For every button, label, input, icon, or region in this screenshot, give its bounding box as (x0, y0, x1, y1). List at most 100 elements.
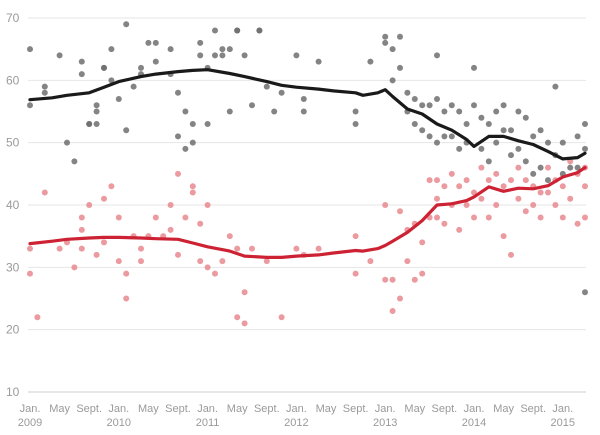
x-tick-label: Sept. (254, 403, 280, 415)
scatter-point (434, 177, 440, 184)
scatter-point (123, 295, 130, 302)
scatter-point (545, 189, 551, 196)
scatter-point (101, 64, 107, 71)
scatter-point (175, 251, 181, 258)
scatter-point (189, 189, 196, 196)
scatter-point (197, 39, 204, 46)
scatter-point (278, 314, 285, 321)
scatter-point (456, 108, 463, 115)
scatter-point (78, 214, 85, 221)
scatter-point (411, 120, 418, 127)
scatter-point (389, 276, 396, 283)
scatter-point (389, 46, 396, 53)
scatter-point (471, 214, 477, 221)
scatter-point (485, 177, 492, 184)
scatter-point (212, 52, 218, 59)
scatter-point (382, 276, 389, 283)
scatter-point (537, 127, 544, 134)
scatter-point (212, 27, 218, 34)
y-axis-ticks: 10 20 30 40 50 60 70 (6, 11, 20, 399)
scatter-point (448, 102, 455, 109)
x-tick-label: May (404, 403, 425, 415)
x-tick-year: 2009 (18, 417, 42, 429)
scatter-point (130, 83, 137, 90)
scatter-point (93, 108, 100, 115)
scatter-point (545, 139, 551, 146)
y-tick-label: 30 (6, 260, 20, 274)
scatter-point (567, 195, 574, 202)
scatter-point (582, 145, 588, 152)
scatter-point (448, 170, 455, 177)
scatter-point (300, 108, 307, 115)
scatter-point (241, 289, 248, 296)
scatter-point (478, 195, 485, 202)
scatter-point (463, 177, 470, 184)
grid-lines (28, 17, 586, 331)
scatter-point (508, 251, 514, 258)
scatter-point (71, 264, 78, 271)
scatter-point (234, 27, 241, 34)
scatter-point (485, 120, 492, 127)
scatter-point (582, 289, 588, 296)
scatter-point (434, 214, 440, 221)
scatter-point (56, 245, 63, 252)
scatter-point (367, 58, 374, 65)
scatter-point (582, 120, 588, 127)
x-tick-year: 2012 (284, 417, 308, 429)
scatter-point (352, 233, 359, 240)
scatter-point (582, 183, 588, 190)
scatter-point (123, 21, 130, 28)
x-tick-label: May (493, 403, 514, 415)
scatter-point (115, 214, 122, 221)
scatter-point (582, 214, 588, 221)
scatter-point (545, 164, 551, 171)
scatter-point (226, 46, 233, 53)
scatter-point (515, 164, 522, 171)
scatter-point (352, 270, 359, 277)
scatter-point (419, 239, 426, 246)
scatter-point (204, 264, 211, 271)
trend-line (28, 166, 587, 259)
scatter-point (500, 102, 507, 109)
scatter-point (226, 108, 233, 115)
scatter-point (397, 208, 403, 215)
scatter-point (382, 202, 389, 208)
x-tick-label: May (49, 403, 70, 415)
scatter-point (300, 96, 307, 103)
scatter-point (41, 83, 48, 90)
scatter-point (226, 233, 233, 240)
scatter-point (293, 52, 300, 59)
scatter-point (249, 102, 255, 109)
scatter-point (138, 245, 144, 252)
scatter-point (397, 295, 403, 302)
scatter-point (478, 114, 485, 121)
scatter-point (78, 226, 85, 233)
x-tick-label: May (227, 403, 248, 415)
scatter-point (241, 52, 248, 59)
scatter-point (71, 158, 78, 165)
scatter-point (537, 189, 544, 196)
scatter-point (212, 270, 218, 277)
scatter-point (434, 96, 440, 103)
scatter-point (389, 77, 396, 84)
scatter-point (434, 52, 440, 59)
scatter-point (189, 139, 196, 146)
scatter-point (419, 102, 426, 109)
scatter-point (411, 276, 418, 283)
scatter-point (152, 58, 159, 65)
scatter-point (86, 120, 93, 127)
scatter-point (123, 270, 130, 277)
x-tick-label: Jan. (464, 403, 485, 415)
scatter-point (64, 139, 70, 146)
x-tick-year: 2013 (373, 417, 397, 429)
scatter-point (271, 108, 278, 115)
scatter-point (167, 226, 174, 233)
scatter-point (27, 46, 33, 53)
x-tick-label: Sept. (432, 403, 458, 415)
x-tick-label: Sept. (520, 403, 546, 415)
scatter-point (493, 170, 500, 177)
x-tick-label: Sept. (165, 403, 191, 415)
scatter-point (441, 220, 448, 227)
scatter-point (515, 145, 522, 152)
scatter-point (574, 133, 581, 140)
